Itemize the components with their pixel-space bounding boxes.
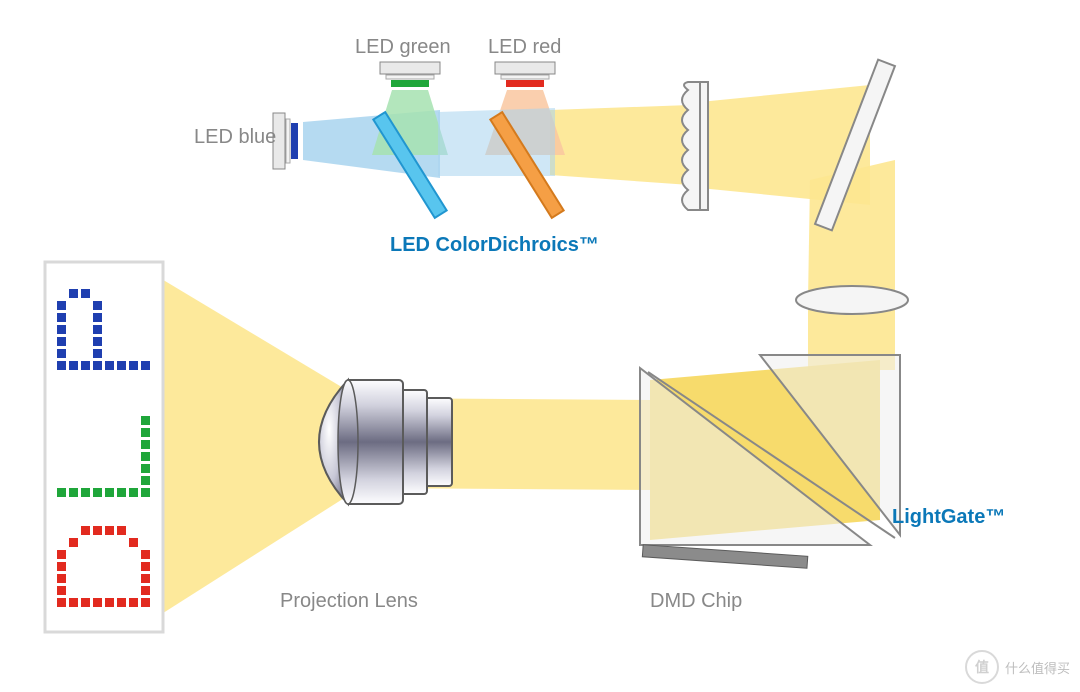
- diagram-svg: [0, 0, 1080, 692]
- label-led-red: LED red: [488, 36, 561, 59]
- condenser-lens: [796, 286, 908, 314]
- label-led-blue: LED blue: [194, 126, 276, 149]
- watermark: 值 什么值得买: [965, 650, 1070, 684]
- projection-lens: [319, 380, 452, 504]
- label-projection-lens: Projection Lens: [280, 590, 418, 613]
- led-red: [495, 62, 555, 87]
- label-lightgate: LightGate™: [892, 506, 1005, 529]
- projection-screen: [45, 262, 163, 632]
- label-color-dichroics: LED ColorDichroics™: [390, 234, 599, 257]
- watermark-text: 什么值得买: [1005, 658, 1070, 677]
- fly-eye-lens: [682, 82, 708, 210]
- led-blue: [273, 113, 298, 169]
- label-led-green: LED green: [355, 36, 451, 59]
- led-green: [380, 62, 440, 87]
- watermark-badge-icon: 值: [965, 650, 999, 684]
- label-dmd-chip: DMD Chip: [650, 590, 742, 613]
